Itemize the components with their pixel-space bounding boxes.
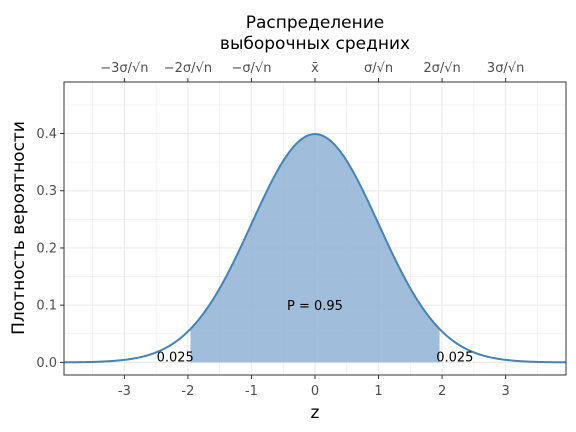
- top-axis-label: −3σ/√n: [100, 61, 148, 76]
- y-tick-label: 0.2: [36, 241, 57, 256]
- top-axis-label: 2σ/√n: [423, 61, 460, 76]
- annotation-label: 0.025: [436, 351, 473, 366]
- annotation-label: 0.025: [157, 351, 194, 366]
- y-tick-label: 0.1: [36, 299, 57, 314]
- y-axis-title: Плотность вероятности: [9, 121, 29, 335]
- x-axis-title: z: [311, 403, 320, 423]
- top-axis-label: −σ/√n: [231, 61, 271, 76]
- annotation-label: P = 0.95: [287, 299, 343, 314]
- y-tick-label: 0.3: [36, 184, 57, 199]
- plot-panel: P = 0.95 0.025 0.025 -3 -2 -1 0 1 2 3 0.0 0.1 0.2 0.3…: [36, 61, 567, 399]
- x-tick-label: 1: [374, 384, 382, 399]
- density-curve: [63, 133, 567, 364]
- x-tick-label: -3: [118, 384, 131, 399]
- y-tick-label: 0.4: [36, 127, 57, 142]
- x-tick-label: -2: [181, 384, 194, 399]
- top-axis-label: σ/√n: [364, 61, 393, 76]
- shaded-area-95: [190, 134, 440, 363]
- x-tick-label: -1: [245, 384, 258, 399]
- chart-title-line-1: Распределение: [246, 13, 385, 33]
- x-tick-label: 2: [438, 384, 446, 399]
- x-tick-label: 0: [311, 384, 319, 399]
- chart-title-line-2: выборочных средних: [220, 34, 410, 54]
- top-axis-label: 3σ/√n: [487, 61, 524, 76]
- x-tick-label: 3: [501, 384, 509, 399]
- top-axis-label: x̄: [311, 61, 319, 76]
- top-axis-label: −2σ/√n: [164, 61, 212, 76]
- y-tick-label: 0.0: [36, 356, 57, 371]
